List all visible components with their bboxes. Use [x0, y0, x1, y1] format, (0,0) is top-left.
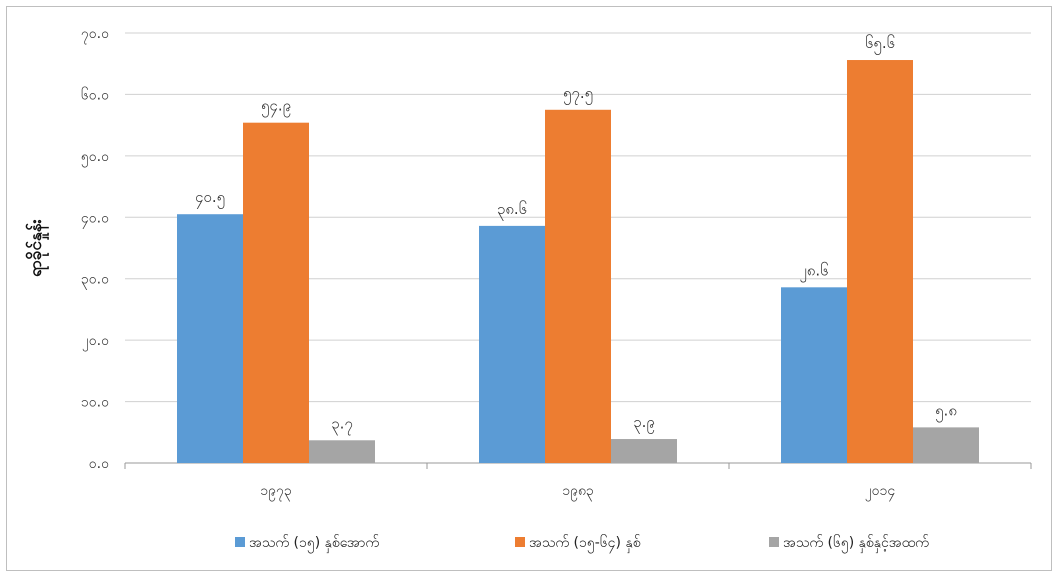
bar — [177, 214, 243, 463]
legend-swatch — [769, 537, 779, 547]
y-tick-label: ၆၀.၀ — [81, 87, 109, 103]
data-label: ၆၅.၆ — [865, 34, 895, 55]
bar — [545, 109, 611, 464]
y-tick-label: ၅၀.၀ — [81, 149, 109, 167]
data-label: ၂၈.၆ — [799, 261, 828, 282]
y-tick-label: ၄၀.၀ — [81, 210, 109, 228]
data-label: ၃.၇ — [331, 414, 353, 435]
bar — [243, 122, 309, 463]
y-tick-label: ၁၀.၀ — [81, 395, 109, 411]
bar — [479, 225, 545, 463]
data-label: ၅၄.၉ — [261, 97, 291, 118]
chart-frame: ၀.၀ ၁၀.၀ ၂၀.၀ ၃၀.၀ ၄၀.၀ ၅၀.၀ ၆၀.၀ ၇၀.၀၄၀.၅ ၅၄.၉၃… — [6, 6, 1052, 571]
legend-label: အသက် (၁၅) နှစ်အောက် — [249, 535, 379, 553]
data-label: ၅.၈ — [935, 401, 957, 422]
bar — [913, 427, 979, 463]
legend-swatch — [515, 537, 525, 547]
y-tick-label: ၃၀.၀ — [81, 272, 109, 290]
data-label: ၃၈.၆ — [497, 200, 527, 221]
legend-swatch — [235, 537, 245, 547]
x-tick-label: ၁၉၇၃ — [260, 483, 292, 501]
bar — [781, 287, 847, 463]
y-tick-label: ၀.၀ — [89, 456, 109, 472]
bar — [611, 439, 677, 463]
y-tick-label: ၇၀.၀ — [81, 26, 109, 44]
data-label: ၄၀.၅ — [195, 188, 225, 209]
bar-chart: ၀.၀ ၁၀.၀ ၂၀.၀ ၃၀.၀ ၄၀.၀ ၅၀.၀ ၆၀.၀ ၇၀.၀၄၀.၅ ၅၄.၉၃… — [25, 26, 1032, 553]
bar — [847, 60, 913, 464]
y-axis-label: ရာခိုင်နှုန်း — [25, 218, 50, 276]
data-label: ၃.၉ — [633, 413, 655, 434]
x-tick-label: ၁၉၈၃ — [562, 483, 594, 501]
legend-label: အသက် (၆၅) နှစ်နှင့်အထက် — [783, 535, 929, 553]
data-label: ၅၇.၅ — [563, 84, 593, 105]
bar — [309, 440, 375, 463]
y-tick-label: ၂၀.၀ — [82, 333, 109, 351]
legend-label: အသက် (၁၅-၆၄) နှစ် — [529, 535, 641, 553]
x-tick-label: ၂၀၁၄ — [865, 483, 896, 501]
